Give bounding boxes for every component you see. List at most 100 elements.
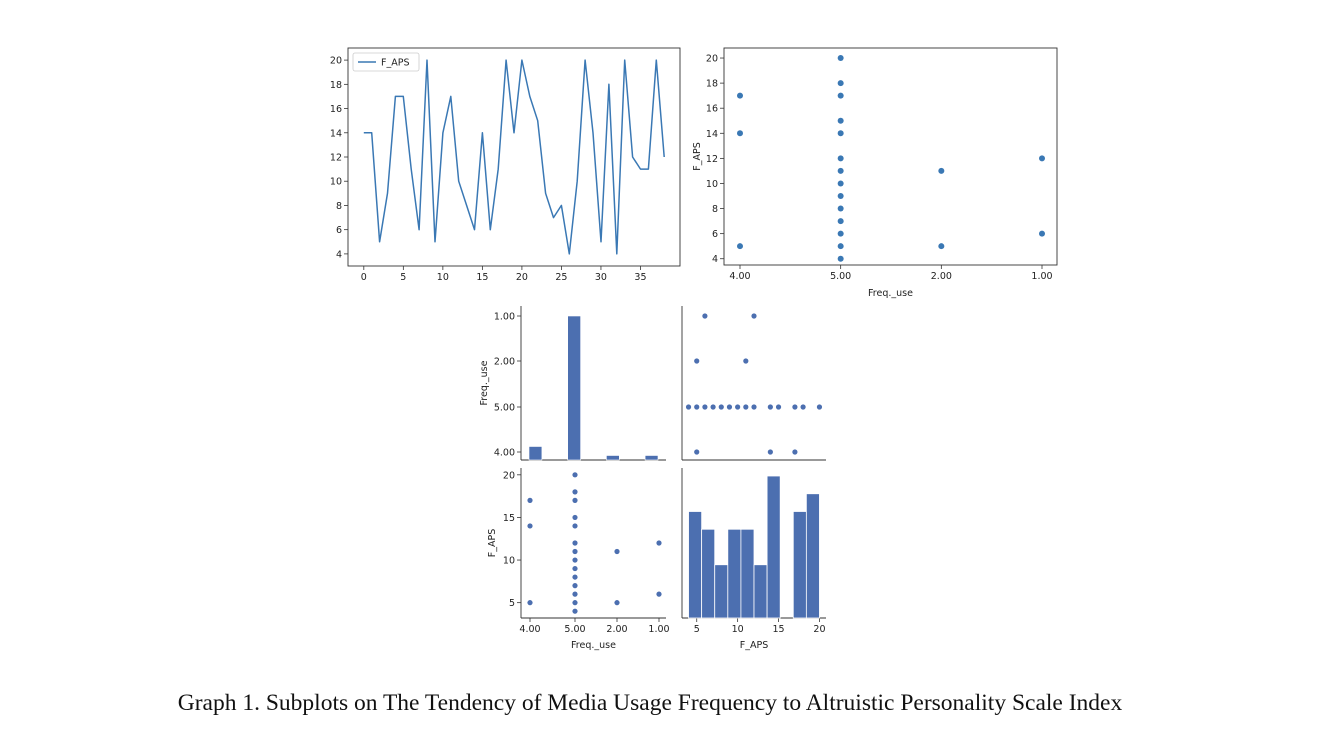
- x-tick-label: 4.00: [519, 624, 540, 635]
- scatter-point: [938, 167, 945, 174]
- y-tick-label: 8: [712, 204, 718, 215]
- scatter-point: [837, 92, 844, 99]
- scatter-point: [572, 523, 578, 529]
- scatter-point: [702, 404, 708, 410]
- y-tick-label: 14: [706, 129, 718, 140]
- scatter-point: [572, 489, 578, 495]
- scatter-point: [1039, 230, 1045, 237]
- scatter-point: [837, 55, 844, 62]
- scatter-point: [710, 404, 716, 410]
- scatter-point: [572, 608, 578, 614]
- hist-bar: [805, 493, 820, 619]
- legend-box: [352, 52, 420, 72]
- y-tick-label: 16: [330, 104, 342, 115]
- y-tick-label: 20: [503, 470, 515, 481]
- y-tick-label: 10: [330, 177, 342, 188]
- x-axis-label: F_APS: [740, 640, 768, 651]
- pair-scatter-bottom: 5 10 15 20 4.00 5.00 2.00 1.00 Freq._use F_APS: [487, 468, 670, 651]
- y-tick-label: 12: [706, 154, 718, 165]
- scatter-point: [767, 449, 773, 455]
- x-tick-label: 25: [555, 272, 567, 283]
- x-tick-label: 5: [694, 624, 700, 635]
- scatter-point: [816, 404, 823, 410]
- x-tick-label: 0: [361, 272, 367, 283]
- scatter-point: [694, 404, 700, 410]
- scatter-point: [694, 449, 700, 455]
- pair-hist-freq-use: 1.00 2.00 5.00 4.00 Freq._use: [479, 306, 666, 461]
- y-tick-label: 4: [712, 254, 718, 265]
- x-tick-label: 15: [476, 272, 488, 283]
- series-line-f-aps: [363, 59, 665, 255]
- scatter-point: [837, 230, 844, 237]
- x-tick-label: 2.00: [931, 271, 952, 282]
- legend: F_APS: [352, 52, 420, 72]
- hist-bar: [792, 511, 807, 619]
- figure: 0 5 10 15 20 25 30 35 4 6 8 10 12 14 16 18 20 F_APS 4.00 5…: [330, 47, 1058, 651]
- scatter-point: [751, 313, 757, 319]
- scatter-point: [614, 548, 620, 555]
- x-tick-label: 4.00: [729, 271, 750, 282]
- scatter-point: [743, 404, 749, 410]
- scatter-point: [572, 565, 578, 572]
- x-tick-label: 30: [595, 272, 607, 283]
- scatter-point: [718, 404, 724, 410]
- scatter-point: [751, 404, 757, 410]
- pair-hist-f-aps: 5 10 15 20 F_APS: [681, 468, 826, 651]
- scatter-point: [694, 358, 700, 364]
- x-tick-label: 10: [437, 272, 449, 283]
- hist-bar: [701, 528, 716, 619]
- y-tick-label: 15: [503, 513, 515, 524]
- scatter-point: [735, 404, 741, 410]
- scatter-point: [837, 155, 844, 162]
- scatter-point: [837, 167, 844, 174]
- y-tick-label: 14: [330, 128, 342, 139]
- hist-bar: [714, 564, 729, 619]
- scatter-point: [572, 600, 578, 606]
- y-axis-label: Freq._use: [479, 360, 490, 405]
- scatter-point: [775, 404, 782, 410]
- scatter-point: [1039, 155, 1045, 162]
- scatter-point: [743, 358, 749, 364]
- scatter-point: [800, 404, 806, 410]
- scatter-point: [572, 540, 578, 546]
- scatter-point: [702, 313, 708, 319]
- x-tick-label: 20: [813, 624, 825, 635]
- x-tick-label: 10: [732, 624, 744, 635]
- x-tick-label: 2.00: [606, 624, 627, 635]
- x-tick-label: 35: [634, 272, 646, 283]
- y-tick-label: 6: [712, 229, 718, 240]
- hist-bar: [753, 564, 768, 619]
- y-tick-label: 4.00: [494, 448, 515, 459]
- x-tick-label: 5.00: [830, 271, 851, 282]
- scatter-point: [527, 600, 533, 606]
- scatter-point: [938, 243, 945, 250]
- scatter-point: [726, 404, 733, 410]
- scatter-point: [837, 80, 844, 87]
- scatter-point: [572, 548, 578, 555]
- y-tick-label: 8: [336, 201, 342, 212]
- hist-bar: [740, 528, 755, 619]
- hist-bar: [606, 455, 620, 461]
- scatter-point: [527, 497, 533, 503]
- axes-frame: [723, 47, 1058, 266]
- x-tick-label: 5: [400, 272, 406, 283]
- scatter-point: [837, 243, 844, 250]
- scatter-point: [837, 193, 844, 200]
- scatter-point: [737, 130, 743, 137]
- scatter-point: [737, 243, 743, 250]
- y-tick-label: 18: [706, 79, 718, 90]
- x-tick-label: 15: [772, 624, 784, 635]
- line-chart: 0 5 10 15 20 25 30 35 4 6 8 10 12 14 16 18 20 F_APS: [330, 47, 681, 283]
- y-tick-label: 20: [706, 54, 718, 65]
- pair-scatter-top: [681, 306, 826, 461]
- y-tick-label: 12: [330, 153, 342, 164]
- scatter-point: [792, 449, 798, 455]
- x-tick-label: 20: [516, 272, 528, 283]
- y-tick-label: 16: [706, 104, 718, 115]
- y-tick-label: 2.00: [494, 357, 515, 368]
- scatter-point: [737, 92, 743, 99]
- figure-caption: Graph 1. Subplots on The Tendency of Med…: [177, 690, 1123, 716]
- hist-bar: [766, 475, 781, 619]
- scatter-point: [685, 404, 692, 410]
- hist-bar: [727, 528, 742, 619]
